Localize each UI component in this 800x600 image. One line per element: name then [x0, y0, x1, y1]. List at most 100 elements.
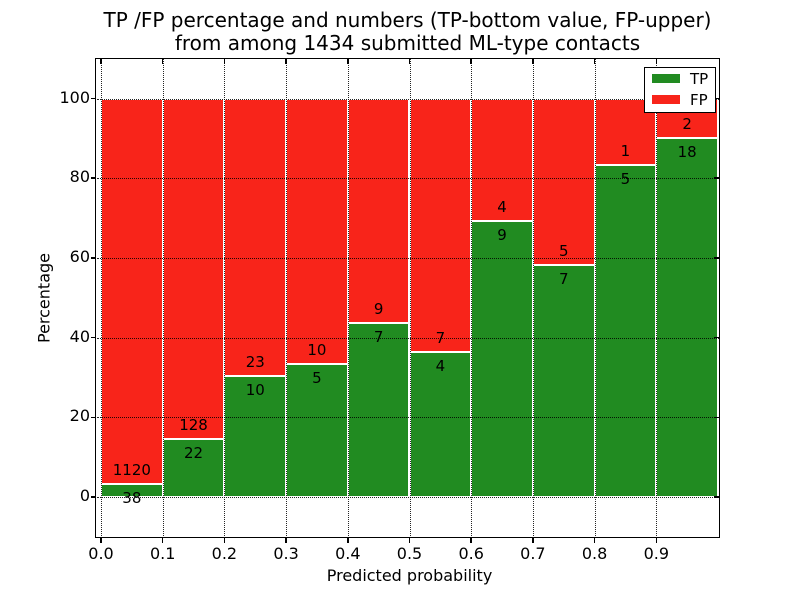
y-tick — [91, 496, 96, 498]
y-tick — [91, 336, 96, 339]
x-axis-label: Predicted probability — [326, 566, 493, 585]
y-tick — [91, 177, 96, 179]
bar-label-fp: 1120 — [112, 460, 151, 479]
gridline-x — [101, 59, 102, 538]
y-tick-right — [714, 416, 719, 419]
gridline-y — [96, 417, 719, 419]
gridline-y — [96, 178, 719, 180]
bar-label-tp: 9 — [497, 226, 507, 245]
gridline-y — [96, 337, 719, 339]
bar-label-fp: 9 — [373, 299, 384, 318]
y-tick-right — [714, 97, 719, 100]
bar-label-fp: 23 — [245, 353, 265, 372]
gridline-x — [409, 59, 411, 538]
x-tick — [408, 537, 411, 543]
bar-segment-fp — [101, 98, 163, 484]
legend-swatch-tp — [652, 74, 680, 83]
x-tick-label: 0.3 — [273, 544, 299, 563]
x-tick — [593, 537, 596, 543]
y-tick-right — [714, 496, 719, 498]
bar-segment-tp — [532, 264, 595, 497]
gridline-x — [656, 59, 658, 538]
bar-segment-tp — [594, 164, 657, 497]
bar-label-tp: 4 — [435, 357, 446, 376]
y-tick-label: 20 — [69, 406, 90, 426]
bar-label-tp: 38 — [122, 488, 142, 507]
bar-segment-fp — [471, 98, 533, 222]
gridline-y — [96, 98, 719, 100]
chart-title-line1: TP /FP percentage and numbers (TP-bottom… — [103, 8, 712, 32]
x-tick-top — [470, 59, 472, 64]
x-tick — [161, 537, 164, 543]
bar-label-tp: 5 — [312, 369, 322, 388]
chart-title-line2: from among 1434 submitted ML-type contac… — [174, 31, 641, 55]
y-tick-right — [714, 257, 719, 259]
y-tick — [91, 257, 96, 259]
x-tick-top — [100, 59, 102, 64]
bar-label-fp: 2 — [682, 115, 692, 134]
y-tick-label: 0 — [79, 486, 90, 505]
x-tick-top — [593, 59, 596, 64]
y-tick — [91, 97, 96, 100]
bar-label-tp: 18 — [677, 143, 697, 162]
x-tick-label: 0.6 — [458, 544, 484, 563]
bar-segment-tp — [286, 364, 348, 497]
y-tick-right — [714, 336, 719, 339]
x-tick-top — [285, 59, 287, 64]
legend-row: TP — [645, 68, 715, 89]
bar-segment-fp — [224, 98, 287, 377]
gridline-x — [347, 59, 349, 538]
x-tick-label: 0.9 — [643, 544, 670, 563]
plot-area — [95, 57, 720, 538]
bar-segment-tp — [224, 376, 287, 497]
bar-label-tp: 7 — [373, 327, 384, 346]
gridline-x — [162, 59, 164, 538]
x-tick-label: 0.7 — [520, 544, 546, 563]
x-tick-label: 0.8 — [581, 544, 608, 563]
x-tick — [100, 537, 102, 543]
bar-label-fp: 4 — [497, 198, 507, 217]
x-tick-top — [161, 59, 164, 64]
x-tick-label: 0.1 — [149, 544, 176, 563]
x-tick-label: 0.5 — [396, 544, 423, 563]
y-tick-right — [714, 177, 719, 179]
bar-segment-tp — [162, 438, 225, 497]
y-tick-label: 60 — [69, 246, 90, 266]
bar-segment-fp — [409, 98, 472, 353]
y-tick-label: 40 — [69, 326, 90, 346]
legend: TP FP — [644, 67, 716, 113]
legend-swatch-fp — [652, 95, 680, 104]
bar-label-fp: 5 — [558, 241, 569, 260]
x-tick — [347, 537, 349, 543]
x-tick — [285, 537, 287, 543]
bar-segment-tp — [347, 322, 410, 497]
bar-segment-fp — [286, 98, 348, 365]
x-tick — [532, 537, 534, 543]
gridline-x — [471, 59, 473, 538]
bar-label-tp: 10 — [245, 381, 265, 400]
bar-label-tp: 5 — [620, 169, 631, 188]
bar-label-tp: 22 — [184, 443, 204, 462]
bar-label-tp: 7 — [558, 269, 569, 288]
x-tick-top — [408, 59, 411, 64]
bar-segment-tp — [471, 221, 533, 497]
x-tick-label: 0.0 — [88, 544, 114, 563]
bar-segment-tp — [656, 138, 718, 497]
bar-label-fp: 7 — [435, 329, 446, 348]
legend-row: FP — [645, 89, 715, 110]
gridline-y — [96, 257, 719, 259]
x-tick-top — [347, 59, 349, 64]
gridline-x — [224, 59, 226, 538]
gridline-y — [96, 497, 719, 498]
bar-segment-fp — [347, 98, 410, 323]
gridline-x — [594, 59, 596, 538]
gridline-x — [286, 59, 288, 538]
bar-label-fp: 10 — [307, 341, 327, 360]
legend-label: TP — [690, 69, 709, 88]
bar-label-fp: 128 — [179, 415, 208, 434]
x-tick-top — [655, 59, 658, 64]
y-tick — [91, 416, 96, 419]
x-tick-top — [223, 59, 226, 64]
bar-segment-fp — [162, 98, 225, 439]
